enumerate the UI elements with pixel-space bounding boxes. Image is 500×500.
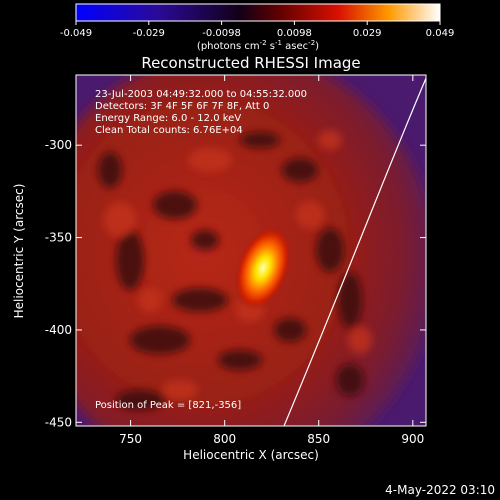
y-tick-label: -350 [45, 231, 72, 245]
x-axis-ticks: 750 800 850 900 [119, 75, 424, 446]
plot-frame [75, 74, 427, 427]
dark-patch [338, 272, 362, 328]
bright-patch [318, 130, 342, 150]
y-tick-label: -300 [45, 138, 72, 152]
x-tick-label: 900 [401, 432, 424, 446]
dark-patch [98, 152, 122, 188]
colorbar-tick-label: -0.029 [133, 28, 165, 39]
dark-patch [116, 230, 144, 290]
y-axis-label: Heliocentric Y (arcsec) [12, 184, 26, 319]
colorbar-tick-label: -0.049 [60, 28, 92, 39]
colorbar-tick-label: 0.049 [426, 28, 455, 39]
dark-patch [116, 390, 164, 410]
peak-position-label: Position of Peak = [821,-356] [95, 400, 241, 411]
dark-patch [153, 191, 197, 219]
plot-title: Reconstructed RHESSI Image [141, 54, 360, 72]
colorbar [75, 3, 441, 22]
dark-patch [218, 350, 262, 370]
dark-patch [316, 228, 344, 272]
clean-counts-label: Clean Total counts: 6.76E+04 [95, 125, 243, 136]
x-axis-label: Heliocentric X (arcsec) [183, 448, 319, 462]
energy-range-label: Energy Range: 6.0 - 12.0 keV [95, 113, 241, 124]
dark-patch [282, 158, 318, 182]
colorbar-units: (photons cm-2 s-1 asec-2) [197, 39, 319, 52]
solar-limb-line [283, 76, 426, 426]
y-axis-ticks: -300 -350 -400 -450 [45, 138, 426, 429]
time-range-label: 23-Jul-2003 04:49:32.000 to 04:55:32.000 [95, 89, 307, 100]
detectors-label: Detectors: 3F 4F 5F 6F 7F 8F, Att 0 [95, 101, 269, 112]
y-tick-label: -450 [45, 415, 72, 429]
bright-patch [348, 326, 372, 354]
colorbar-ticks: -0.049 -0.029 -0.0098 0.0098 0.029 0.049 [60, 21, 454, 39]
dark-patch [240, 132, 280, 148]
rhessi-image [76, 75, 426, 426]
x-tick-label: 750 [119, 432, 142, 446]
x-tick-label: 800 [213, 432, 236, 446]
x-tick-label: 850 [307, 432, 330, 446]
dark-patch [130, 326, 190, 354]
dark-patch [336, 364, 364, 396]
dark-patch [274, 318, 306, 342]
bright-patch [138, 288, 162, 312]
bright-patch [296, 201, 324, 229]
colorbar-tick-label: -0.0098 [202, 28, 241, 39]
bright-patch [162, 380, 198, 400]
y-tick-label: -400 [45, 323, 72, 337]
colorbar-tick-label: 0.029 [353, 28, 382, 39]
colorbar-tick-label: 0.0098 [277, 28, 312, 39]
bright-patch [188, 148, 232, 172]
flare-peak [234, 225, 292, 311]
dark-patch [172, 288, 228, 312]
footer-date: 4-May-2022 03:10 [385, 483, 495, 497]
dark-patch [191, 230, 219, 250]
bright-patch [104, 202, 136, 238]
